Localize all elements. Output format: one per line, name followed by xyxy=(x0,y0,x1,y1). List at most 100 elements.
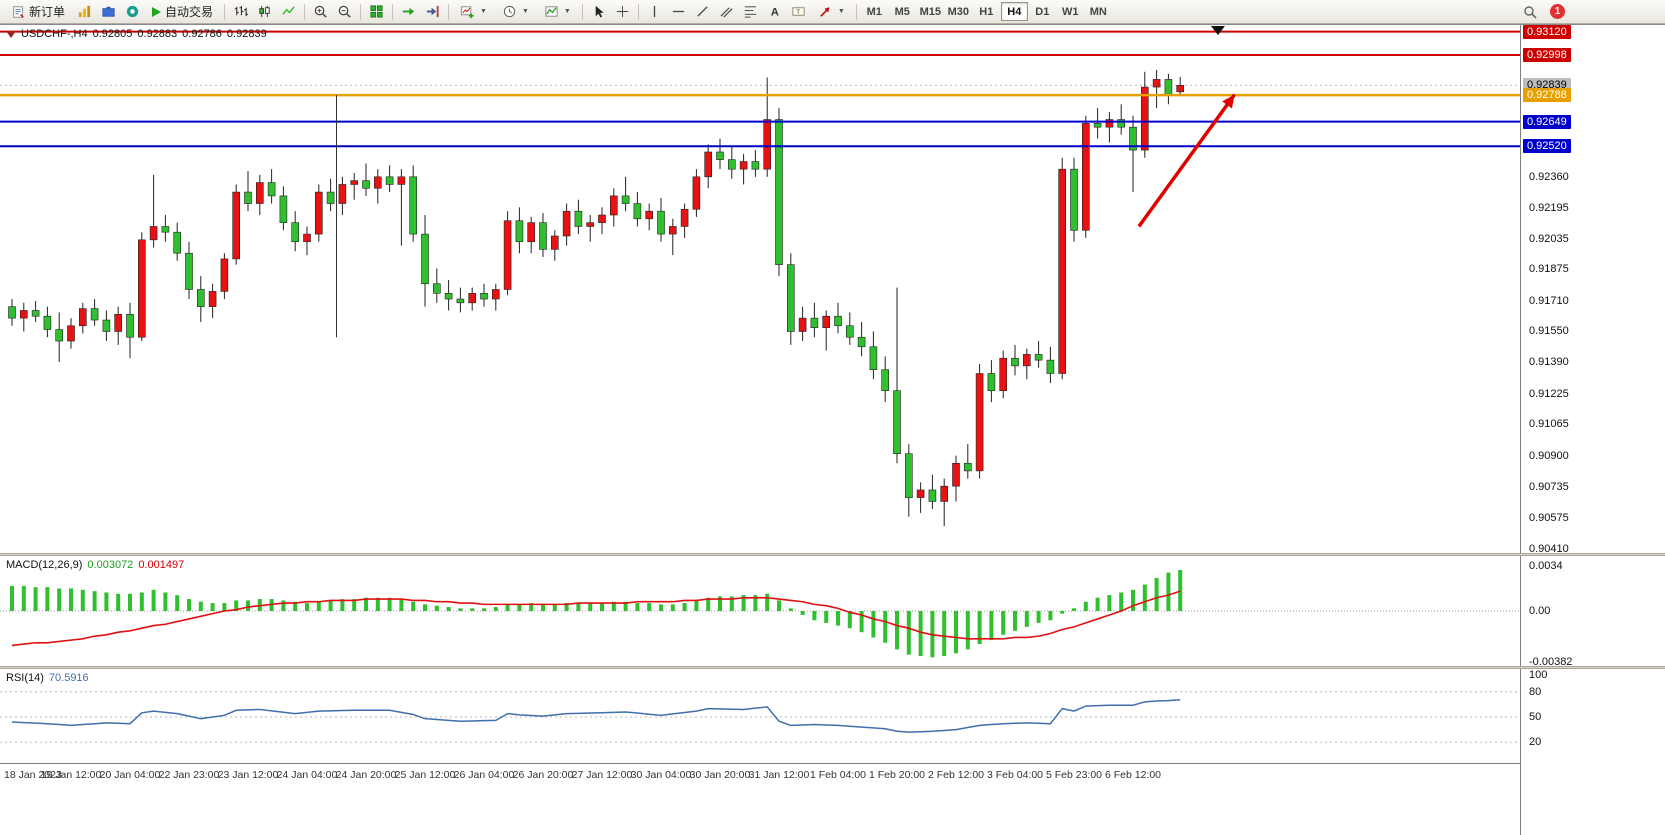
candle-body xyxy=(421,233,429,285)
macd-value: 0.003072 xyxy=(87,559,134,571)
candle-body xyxy=(574,210,583,227)
auto-scroll-icon[interactable] xyxy=(397,2,420,22)
price-axis[interactable]: 0.92360 0.92195 0.92035 0.91875 0.91710 0.915… xyxy=(1520,24,1665,835)
macd-indicator-pane[interactable]: MACD(12,26,9) 0.003072 0.001497 xyxy=(0,556,1520,666)
toolbar-separator xyxy=(637,3,639,20)
svg-text:A: A xyxy=(771,6,779,18)
time-label: 18 Jan 2023 xyxy=(4,769,62,781)
auto-trading-button[interactable]: 自动交易 xyxy=(145,2,220,22)
label-tool-icon[interactable]: T xyxy=(787,2,810,22)
time-label: 5 Feb 23:00 xyxy=(1045,769,1103,781)
macd-histogram-bar xyxy=(316,601,321,611)
time-axis[interactable]: 18 Jan 2023 19 Jan 12:00 20 Jan 04:00 22 Ja… xyxy=(0,763,1520,785)
timeframe-mn[interactable]: MN xyxy=(1085,2,1112,21)
new-order-icon xyxy=(11,5,25,19)
toolbar-separator xyxy=(304,3,306,20)
timeframe-h4[interactable]: H4 xyxy=(1000,2,1028,21)
line-chart-type-icon[interactable] xyxy=(277,2,300,22)
notification-badge[interactable]: 1 xyxy=(1550,4,1565,19)
candlestick-chart-type-icon[interactable] xyxy=(253,2,276,22)
price-tick-label: 0.91225 xyxy=(1529,387,1569,400)
timeframe-d1[interactable]: D1 xyxy=(1029,2,1056,21)
pane-splitter[interactable] xyxy=(0,553,1665,556)
timeframe-m1[interactable]: M1 xyxy=(861,2,888,21)
tile-windows-icon[interactable] xyxy=(365,2,388,22)
templates-button[interactable]: ▼ xyxy=(537,2,578,22)
macd-histogram-bar xyxy=(69,588,73,611)
zoom-out-icon[interactable] xyxy=(333,2,356,22)
macd-histogram-bar xyxy=(139,592,144,611)
macd-histogram-bar xyxy=(116,593,121,611)
candle-body xyxy=(1093,123,1102,128)
text-tool-icon[interactable]: A xyxy=(763,2,786,22)
periods-button[interactable]: ▼ xyxy=(495,2,536,22)
candle-body xyxy=(1011,357,1019,367)
market-watch-icon[interactable] xyxy=(73,2,96,22)
time-label: 2 Feb 12:00 xyxy=(927,769,985,781)
pane-splitter[interactable] xyxy=(0,666,1665,669)
macd-histogram-bar xyxy=(847,611,852,629)
trend-arrow-object[interactable] xyxy=(1137,93,1236,228)
candle-body xyxy=(114,314,122,332)
time-label: 24 Jan 04:00 xyxy=(276,769,338,781)
top-marker-triangle[interactable] xyxy=(1210,26,1225,35)
macd-histogram-bar xyxy=(1060,611,1065,614)
candle-body xyxy=(232,191,240,260)
macd-histogram-bar xyxy=(541,604,545,611)
macd-signal-value: 0.001497 xyxy=(138,559,185,571)
macd-histogram-bar xyxy=(647,603,652,611)
price-tick-label: 0.90410 xyxy=(1529,543,1569,556)
channel-tool-icon[interactable] xyxy=(715,2,738,22)
arrows-tool-button[interactable]: ▼ xyxy=(811,2,852,22)
macd-histogram-bar xyxy=(305,603,309,611)
time-label: 1 Feb 20:00 xyxy=(868,769,926,781)
macd-histogram-bar xyxy=(659,604,663,611)
toolbar-right-group: 1 xyxy=(1518,2,1565,22)
price-tick-label: 0.90735 xyxy=(1529,481,1569,494)
timeframe-m5[interactable]: M5 xyxy=(889,2,916,21)
timeframe-w1[interactable]: W1 xyxy=(1057,2,1084,21)
candle-body xyxy=(1058,168,1066,374)
candle-body xyxy=(775,119,783,265)
price-line-tag: 0.92520 xyxy=(1523,139,1571,154)
search-icon[interactable] xyxy=(1518,2,1541,22)
candle-body xyxy=(515,220,524,243)
macd-histogram-bar xyxy=(777,600,781,611)
vertical-line-tool-icon[interactable] xyxy=(643,2,666,22)
macd-histogram-bar xyxy=(33,587,38,611)
horizontal-line-tool-icon[interactable] xyxy=(667,2,690,22)
bar-chart-type-icon[interactable] xyxy=(229,2,252,22)
macd-histogram-bar xyxy=(1095,597,1100,611)
candle-body xyxy=(987,373,996,391)
macd-histogram-bar xyxy=(1154,577,1159,611)
candle-body xyxy=(893,390,901,455)
toolbox-icon[interactable] xyxy=(97,2,120,22)
fibonacci-tool-icon[interactable] xyxy=(739,2,762,22)
price-tick-label: 0.91390 xyxy=(1529,356,1569,369)
rsi-indicator-pane[interactable]: RSI(14) 70.5916 xyxy=(0,669,1520,763)
candle-body xyxy=(609,195,618,216)
rsi-chart xyxy=(0,691,1520,743)
ohlc-low: 0.92786 xyxy=(182,28,222,40)
candle-body xyxy=(928,489,937,502)
new-order-button[interactable]: 新订单 xyxy=(4,2,72,22)
main-chart-pane[interactable]: USDCHF-,H4 0.92805 0.92883 0.92786 0.92839 xyxy=(0,25,1520,553)
candle-body xyxy=(1141,86,1149,151)
price-line-tag: 0.92998 xyxy=(1523,47,1571,62)
timeframe-m30[interactable]: M30 xyxy=(945,2,972,21)
macd-histogram-bar xyxy=(965,611,970,650)
timeframe-m15[interactable]: M15 xyxy=(917,2,944,21)
trendline-tool-icon[interactable] xyxy=(691,2,714,22)
new-chart-button[interactable]: ▼ xyxy=(453,2,494,22)
community-icon[interactable] xyxy=(121,2,144,22)
time-label: 23 Jan 12:00 xyxy=(217,769,279,781)
chart-shift-icon[interactable] xyxy=(421,2,444,22)
candle-body xyxy=(834,315,842,327)
cursor-icon[interactable] xyxy=(587,2,610,22)
candle-body xyxy=(244,191,252,204)
candle-body xyxy=(55,329,64,342)
toolbar-separator xyxy=(392,3,394,20)
crosshair-icon[interactable] xyxy=(611,2,634,22)
timeframe-h1[interactable]: H1 xyxy=(973,2,1000,21)
zoom-in-icon[interactable] xyxy=(309,2,332,22)
